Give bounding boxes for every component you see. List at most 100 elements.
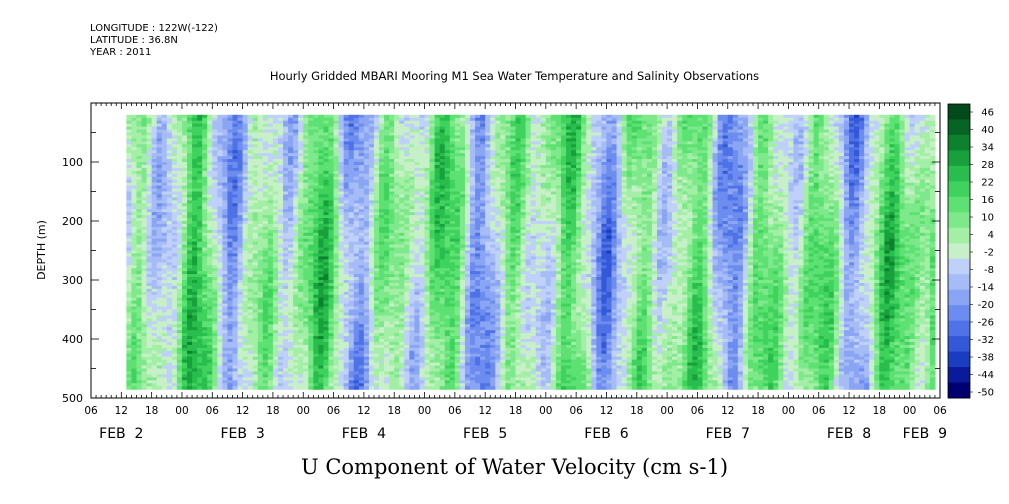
heatmap-cell <box>308 218 314 222</box>
heatmap-cell <box>187 185 193 190</box>
heatmap-cell <box>313 294 320 299</box>
heatmap-cell <box>171 123 178 128</box>
heatmap-cell <box>222 173 229 178</box>
heatmap-cell <box>131 359 138 364</box>
heatmap-cell <box>192 226 198 231</box>
heatmap-cell <box>358 288 365 293</box>
heatmap-cell <box>247 336 254 340</box>
heatmap-cell <box>202 377 208 381</box>
heatmap-cell <box>333 117 340 122</box>
heatmap-cell <box>379 206 385 210</box>
heatmap-cell <box>237 200 244 204</box>
heatmap-cell <box>126 347 133 352</box>
heatmap-cell <box>151 291 158 296</box>
heatmap-cell <box>272 232 279 237</box>
heatmap-cell <box>166 159 173 163</box>
heatmap-cell <box>171 212 178 216</box>
heatmap-cell <box>126 232 133 237</box>
heatmap-cell <box>394 194 400 198</box>
heatmap-cell <box>277 191 284 196</box>
heatmap-cell <box>363 120 370 125</box>
heatmap-cell <box>358 159 365 163</box>
heatmap-cell <box>303 377 309 381</box>
heatmap-cell <box>328 386 335 390</box>
heatmap-cell <box>207 150 213 154</box>
heatmap-cell <box>328 170 335 175</box>
heatmap-cell <box>343 336 350 340</box>
heatmap-cell <box>328 365 335 370</box>
heatmap-cell <box>141 341 148 346</box>
heatmap-cell <box>197 244 203 249</box>
heatmap-cell <box>222 344 229 349</box>
heatmap-cell <box>151 294 158 299</box>
heatmap-cell <box>283 330 289 334</box>
heatmap-cell <box>298 359 304 364</box>
heatmap-cell <box>272 218 279 222</box>
heatmap-cell <box>242 280 249 284</box>
heatmap-cell <box>151 197 158 201</box>
heatmap-cell <box>187 114 193 119</box>
heatmap-cell <box>288 362 294 367</box>
heatmap-cell <box>394 141 400 145</box>
heatmap-cell <box>288 188 294 193</box>
heatmap-cell <box>338 380 345 384</box>
heatmap-cell <box>323 280 330 284</box>
heatmap-cell <box>272 117 279 122</box>
heatmap-cell <box>217 114 223 119</box>
heatmap-cell <box>343 330 350 334</box>
heatmap-cell <box>242 188 249 193</box>
heatmap-cell <box>171 336 178 340</box>
heatmap-cell <box>363 365 370 370</box>
heatmap-cell <box>242 371 249 375</box>
heatmap-cell <box>227 250 234 255</box>
heatmap-cell <box>298 244 304 249</box>
heatmap-cell <box>338 306 345 311</box>
heatmap-cell <box>242 282 249 287</box>
heatmap-cell <box>131 167 138 172</box>
heatmap-cell <box>247 383 254 387</box>
heatmap-cell <box>232 141 239 145</box>
heatmap-cell <box>126 138 133 142</box>
heatmap-cell <box>252 291 259 296</box>
heatmap-cell <box>126 259 133 263</box>
heatmap-cell <box>136 306 143 311</box>
heatmap-cell <box>283 312 289 316</box>
heatmap-cell <box>212 271 218 275</box>
heatmap-cell <box>257 318 264 322</box>
heatmap-cell <box>303 282 309 287</box>
heatmap-cell <box>222 268 229 272</box>
heatmap-cell <box>181 126 188 131</box>
heatmap-cell <box>363 179 370 184</box>
heatmap-cell <box>197 170 203 175</box>
heatmap-cell <box>176 120 183 125</box>
heatmap-cell <box>333 321 340 325</box>
heatmap-cell <box>166 144 173 148</box>
heatmap-cell <box>288 271 294 275</box>
heatmap-cell <box>277 383 284 387</box>
heatmap-cell <box>353 303 360 308</box>
heatmap-cell <box>187 330 193 334</box>
heatmap-cell <box>374 132 380 137</box>
heatmap-cell <box>267 386 274 390</box>
heatmap-cell <box>257 315 264 319</box>
heatmap-cell <box>146 327 153 331</box>
heatmap-cell <box>277 291 284 296</box>
heatmap-cell <box>232 235 239 240</box>
heatmap-cell <box>207 135 213 139</box>
heatmap-cell <box>247 371 254 375</box>
heatmap-cell <box>348 129 355 134</box>
heatmap-cell <box>303 280 309 284</box>
heatmap-cell <box>384 285 390 290</box>
heatmap-cell <box>384 159 390 163</box>
heatmap-cell <box>272 274 279 278</box>
heatmap-cell <box>308 126 314 131</box>
heatmap-cell <box>313 129 320 134</box>
heatmap-cell <box>379 374 385 378</box>
heatmap-cell <box>232 344 239 349</box>
heatmap-cell <box>308 327 314 331</box>
heatmap-cell <box>318 223 325 228</box>
heatmap-cell <box>328 176 335 181</box>
heatmap-cell <box>151 241 158 246</box>
heatmap-cell <box>166 362 173 367</box>
heatmap-cell <box>384 300 390 305</box>
